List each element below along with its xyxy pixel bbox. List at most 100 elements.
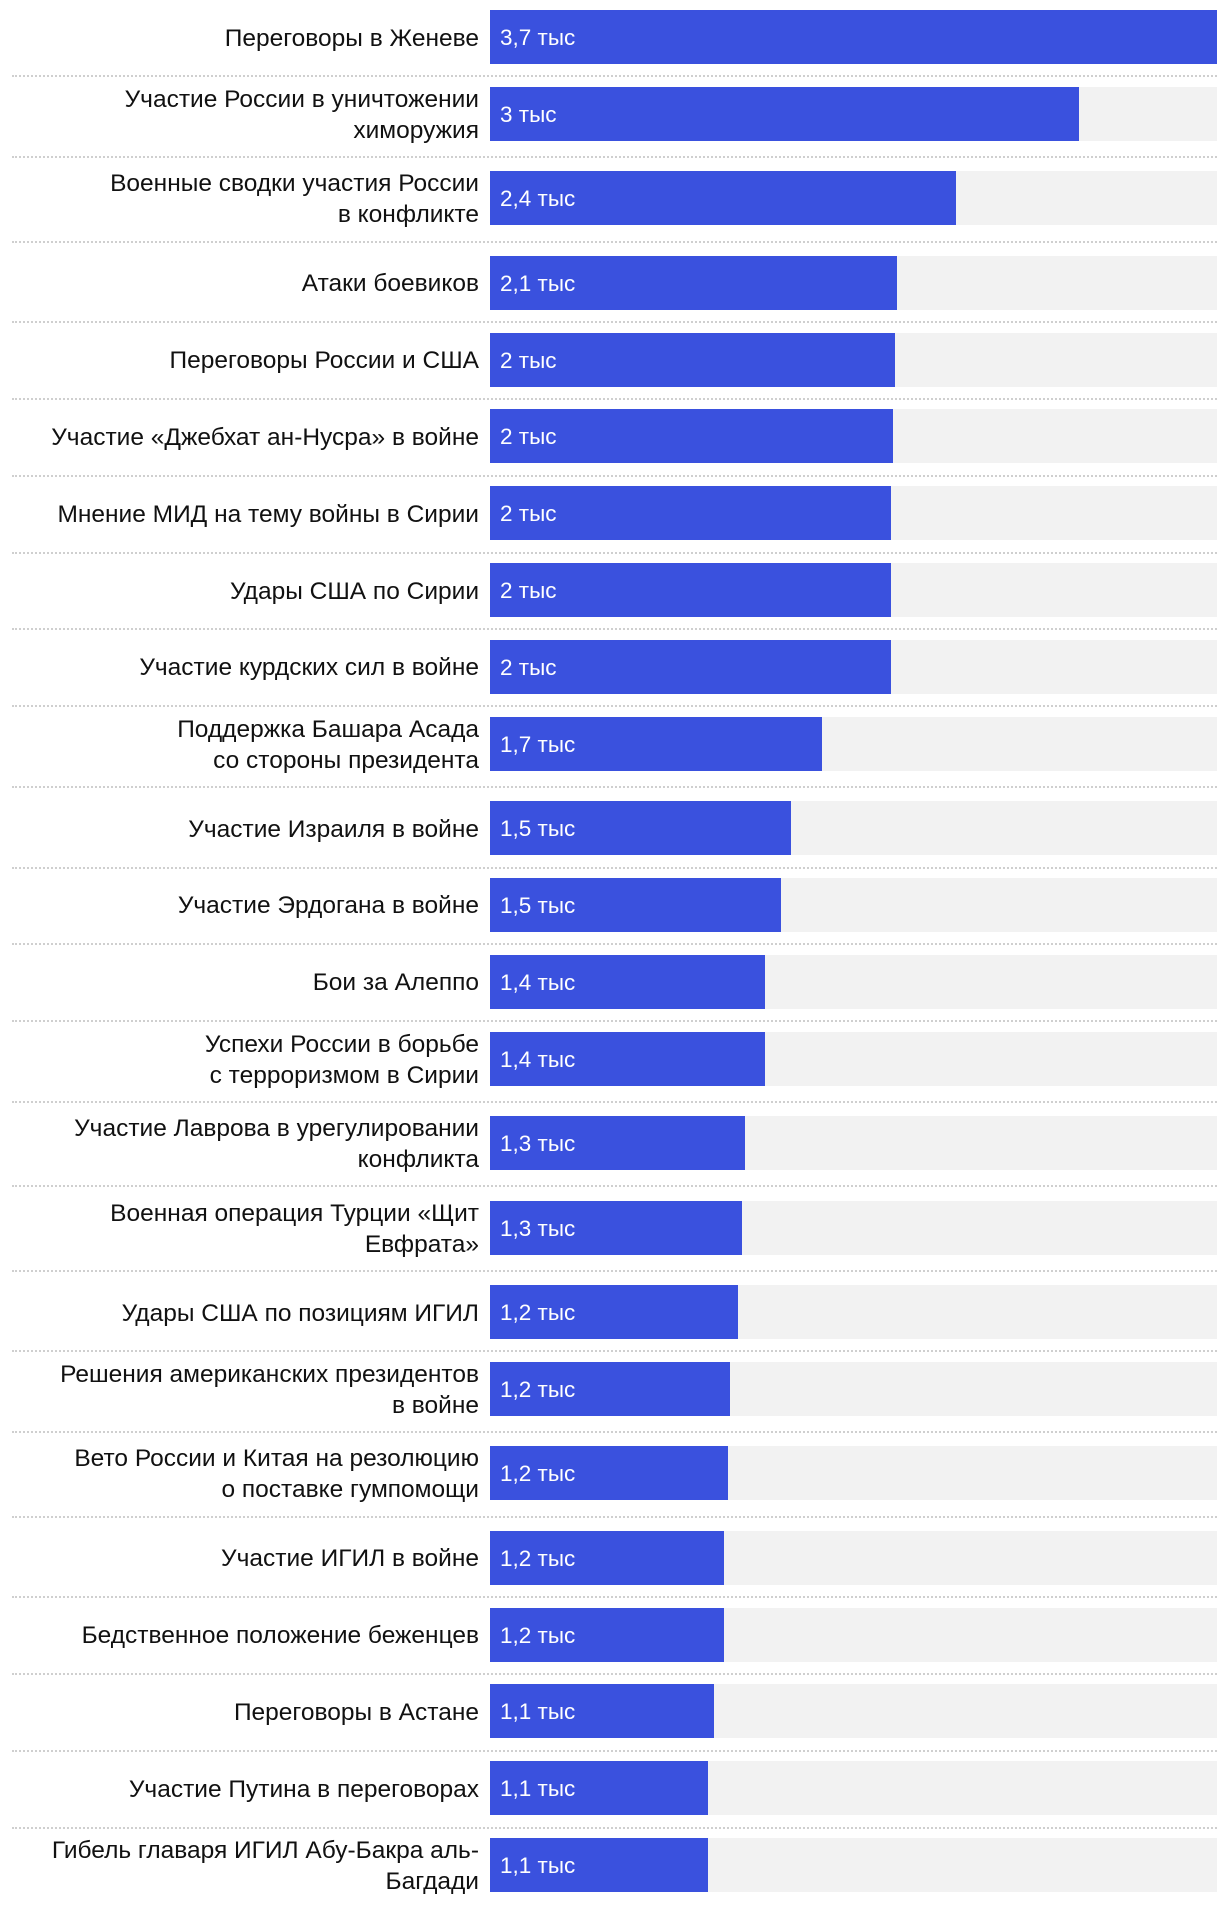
category-label: Удары США по позициям ИГИЛ [9,1298,479,1329]
bar-value-label: 2 тыс [500,655,557,681]
chart-row: 1,1 тыс Гибель главаря ИГИЛ Абу-Бакра аль… [0,1838,1220,1923]
row-separator [12,398,1217,400]
bar-value-label: 1,5 тыс [500,893,575,919]
category-label-line: Участие Эрдогана в войне [9,890,479,921]
category-label: Гибель главаря ИГИЛ Абу-Бакра аль- Багдад… [9,1835,479,1897]
bar-value-label: 3,7 тыс [500,25,575,51]
category-label-line: Удары США по позициям ИГИЛ [9,1298,479,1329]
category-label: Вето России и Китая на резолюцию о постав… [9,1443,479,1505]
category-label: Участие ИГИЛ в войне [9,1543,479,1574]
category-label: Участие «Джебхат ан-Нусра» в войне [9,422,479,453]
row-separator [12,1185,1217,1187]
row-separator [12,1350,1217,1352]
category-label: Удары США по Сирии [9,576,479,607]
category-label: Решения американских президентов в войне [9,1359,479,1421]
row-separator [12,475,1217,477]
category-label: Участие Путина в переговорах [9,1774,479,1805]
category-label: Бедственное положение беженцев [9,1620,479,1651]
bar-value-label: 1,1 тыс [500,1699,575,1725]
category-label-line: Военные сводки участия России [9,168,479,199]
bar-value-label: 2,4 тыс [500,186,575,212]
category-label-line: с терроризмом в Сирии [9,1060,479,1091]
bar-value-label: 1,1 тыс [500,1853,575,1879]
category-label: Военная операция Турции «Щит Евфрата» [9,1198,479,1260]
bar-value-label: 1,4 тыс [500,970,575,996]
bar-value-label: 1,4 тыс [500,1047,575,1073]
category-label: Участие курдских сил в войне [9,652,479,683]
category-label-line: Военная операция Турции «Щит [9,1198,479,1229]
bar-value-label: 1,2 тыс [500,1461,575,1487]
chart-row: 1,7 тыс Поддержка Башара Асада со стороны … [0,717,1220,802]
row-separator [12,552,1217,554]
row-separator [12,1827,1217,1829]
category-label-line: Решения американских президентов [9,1359,479,1390]
row-separator [12,943,1217,945]
bar-value-label: 2 тыс [500,501,557,527]
chart-row: 1,3 тыс Участие Лаврова в урегулировании к… [0,1116,1220,1201]
category-label-line: Участие Лаврова в урегулировании [9,1113,479,1144]
row-separator [12,1596,1217,1598]
category-label-line: Участие «Джебхат ан-Нусра» в войне [9,422,479,453]
row-separator [12,321,1217,323]
bar-value-label: 2,1 тыс [500,271,575,297]
category-label-line: Участие Путина в переговорах [9,1774,479,1805]
bar-value-label: 1,2 тыс [500,1300,575,1326]
category-label: Успехи России в борьбе с терроризмом в Си… [9,1029,479,1091]
row-separator [12,156,1217,158]
category-label-line: в конфликте [9,199,479,230]
category-label-line: Успехи России в борьбе [9,1029,479,1060]
category-label: Участие Лаврова в урегулировании конфликт… [9,1113,479,1175]
category-label: Поддержка Башара Асада со стороны президе… [9,714,479,776]
category-label-line: Переговоры в Женеве [9,23,479,54]
chart-row: 3 тыс Участие России в уничтожении химоруж… [0,87,1220,172]
category-label-line: Участие ИГИЛ в войне [9,1543,479,1574]
bar-value-label: 2 тыс [500,348,557,374]
category-label-line: в войне [9,1390,479,1421]
bar [490,10,1217,64]
category-label-line: Участие Израиля в войне [9,814,479,845]
category-label-line: Вето России и Китая на резолюцию [9,1443,479,1474]
category-label-line: Поддержка Башара Асада [9,714,479,745]
bar-value-label: 1,3 тыс [500,1131,575,1157]
row-separator [12,705,1217,707]
category-label: Переговоры в Астане [9,1697,479,1728]
chart-row: 1,2 тыс Решения американских президентов в… [0,1362,1220,1447]
row-separator [12,241,1217,243]
chart-row: 1,3 тыс Военная операция Турции «Щит Евфра… [0,1201,1220,1286]
row-separator [12,1673,1217,1675]
category-label-line: Гибель главаря ИГИЛ Абу-Бакра аль- [9,1835,479,1866]
bar-value-label: 1,5 тыс [500,816,575,842]
category-label-line: Бои за Алеппо [9,967,479,998]
chart-row: 2,4 тыс Военные сводки участия России в ко… [0,171,1220,256]
row-separator [12,867,1217,869]
row-separator [12,1750,1217,1752]
category-label-line: конфликта [9,1144,479,1175]
row-separator [12,786,1217,788]
row-separator [12,1020,1217,1022]
row-separator [12,1516,1217,1518]
category-label: Военные сводки участия России в конфликте [9,168,479,230]
bar-value-label: 1,2 тыс [500,1546,575,1572]
bar-value-label: 2 тыс [500,424,557,450]
category-label-line: Переговоры в Астане [9,1697,479,1728]
category-label-line: химоружия [9,115,479,146]
row-separator [12,1270,1217,1272]
bar [490,87,1079,141]
category-label: Переговоры России и США [9,345,479,376]
category-label: Участие России в уничтожении химоружия [9,84,479,146]
bar-value-label: 1,7 тыс [500,732,575,758]
category-label-line: Бедственное положение беженцев [9,1620,479,1651]
row-separator [12,1101,1217,1103]
category-label-line: Переговоры России и США [9,345,479,376]
bar-value-label: 3 тыс [500,102,557,128]
category-label: Мнение МИД на тему войны в Сирии [9,499,479,530]
category-label: Бои за Алеппо [9,967,479,998]
bar-value-label: 2 тыс [500,578,557,604]
category-label-line: Евфрата» [9,1229,479,1260]
row-separator [12,75,1217,77]
category-label-line: Мнение МИД на тему войны в Сирии [9,499,479,530]
chart-row: 1,2 тыс Вето России и Китая на резолюцию о… [0,1446,1220,1531]
row-separator [12,1431,1217,1433]
bar-value-label: 1,3 тыс [500,1216,575,1242]
